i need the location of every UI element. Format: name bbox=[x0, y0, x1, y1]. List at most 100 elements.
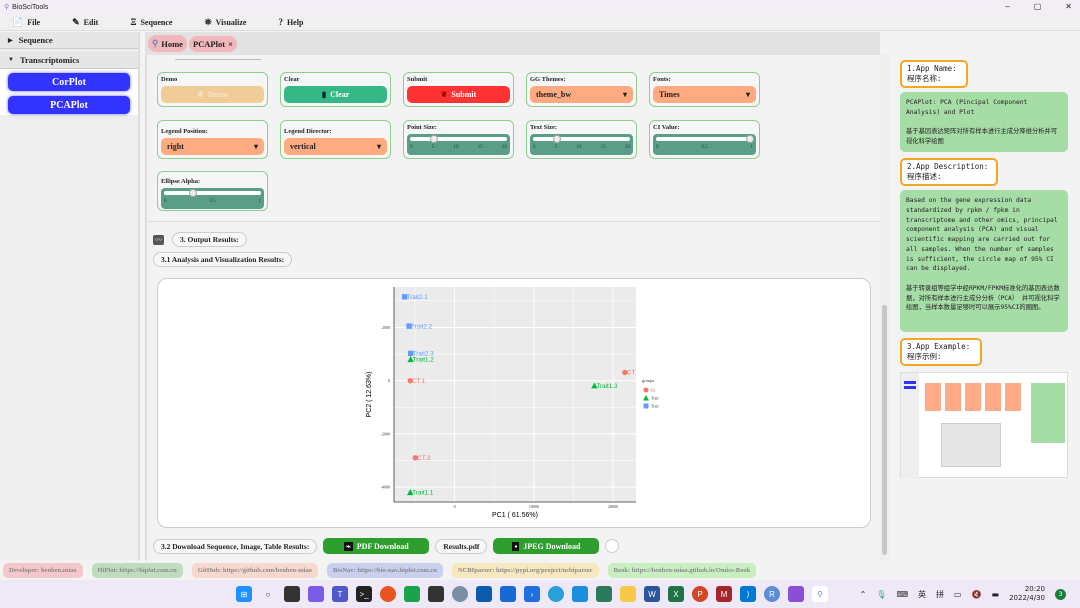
microphone-icon[interactable]: 🎙 bbox=[876, 589, 887, 599]
sidebar-section-transcriptomics[interactable]: ▼ Transcriptomics bbox=[0, 52, 138, 69]
clock[interactable]: 20:20 2022/4/30 bbox=[1009, 585, 1045, 603]
notification-badge[interactable]: 3 bbox=[1055, 588, 1066, 600]
menu-file[interactable]: 📄 File bbox=[12, 17, 40, 28]
slider-handle[interactable] bbox=[746, 135, 754, 143]
app-green-icon[interactable] bbox=[404, 586, 420, 602]
sidebar-item-corplot[interactable]: CorPlot bbox=[8, 73, 130, 91]
maximize-button[interactable]: ▢ bbox=[1033, 2, 1042, 11]
store-icon[interactable] bbox=[476, 586, 492, 602]
menu-help[interactable]: ? Help bbox=[278, 17, 303, 27]
footer-link-hiplot[interactable]: HiPlot: https://hiplot.com.cn bbox=[91, 563, 183, 578]
clear-button[interactable]: ▮ Clear bbox=[284, 86, 387, 103]
start-icon[interactable]: ⊞ bbox=[236, 586, 252, 602]
keyboard-icon[interactable]: ⌨ bbox=[896, 589, 908, 599]
footer-link-github[interactable]: GitHub: https://github.com/benben-miao bbox=[191, 563, 318, 578]
heading-en: 1.App Name: bbox=[907, 64, 957, 73]
gg-themes-select[interactable]: theme_bw ▾ bbox=[530, 86, 633, 103]
sidebar-item-pcaplot[interactable]: PCAPlot bbox=[8, 96, 130, 114]
file-explorer-icon[interactable] bbox=[620, 586, 636, 602]
clear-label: Clear bbox=[284, 76, 300, 83]
powerpoint-icon[interactable]: P bbox=[692, 586, 708, 602]
point-size-slider[interactable]: 0 5 10 15 20 bbox=[407, 134, 510, 155]
footer-link-developer[interactable]: Developer: benben.miao bbox=[3, 563, 83, 578]
slider-tick-label: 0 bbox=[656, 145, 659, 150]
teams-icon[interactable]: T bbox=[332, 586, 348, 602]
close-button[interactable]: ✕ bbox=[1065, 2, 1072, 11]
system-tray: ⌃ 🎙 ⌨ 英 拼 ▭ 🔇 ▬ 20:20 2022/4/30 3 bbox=[860, 580, 1066, 608]
excel-icon[interactable]: X bbox=[668, 586, 684, 602]
slider-handle[interactable] bbox=[553, 135, 562, 143]
x-tick-label: 10000 bbox=[529, 504, 539, 509]
bioscitools-icon[interactable]: ⚲ bbox=[812, 586, 828, 602]
time: 20:20 bbox=[1024, 584, 1045, 593]
settings-icon[interactable] bbox=[452, 586, 468, 602]
mendeley-icon[interactable]: M bbox=[716, 586, 732, 602]
menu-visualize[interactable]: ⛯ Visualize bbox=[204, 17, 246, 28]
slider-tick-label: 5 bbox=[554, 145, 558, 150]
pdf-filename: Results.pdf bbox=[435, 538, 488, 554]
y-tick-label: -2000 bbox=[381, 431, 390, 436]
mail-icon[interactable] bbox=[572, 586, 588, 602]
power-automate-icon[interactable]: › bbox=[524, 586, 540, 602]
legend-director-select[interactable]: vertical ▾ bbox=[284, 138, 387, 155]
tab-pcaplot[interactable]: PCAPlot × bbox=[188, 35, 237, 52]
dropdown-arrow-icon: ▾ bbox=[745, 90, 750, 99]
legend-position-select[interactable]: right ▾ bbox=[161, 138, 264, 155]
battery-icon[interactable]: ▬ bbox=[991, 589, 1000, 599]
jpeg-download-button[interactable]: ▪ JPEG Download bbox=[493, 538, 600, 554]
ubuntu-icon[interactable] bbox=[380, 586, 396, 602]
chevron-up-icon[interactable]: ⌃ bbox=[859, 589, 867, 599]
fonts-select[interactable]: Times ▾ bbox=[653, 86, 756, 103]
slider-handle[interactable] bbox=[430, 135, 439, 143]
demo-button[interactable]: ❦ Demo bbox=[161, 86, 264, 103]
whiteboard-icon[interactable] bbox=[500, 586, 516, 602]
submit-card: Submit ❦ Submit bbox=[403, 72, 514, 107]
button-label: Demo bbox=[207, 90, 228, 99]
slider-handle[interactable] bbox=[188, 189, 197, 197]
footer-link-book[interactable]: Book: https://benben-miao.github.io/Omic… bbox=[607, 563, 757, 578]
word-icon[interactable]: W bbox=[644, 586, 660, 602]
submit-label: Submit bbox=[407, 76, 428, 83]
pdf-download-button[interactable]: ⌁ PDF Download bbox=[323, 538, 430, 554]
legend-position-card: Legend Position: right ▾ bbox=[157, 120, 268, 159]
sidebar-section-sequence[interactable]: ▶ Sequence bbox=[0, 32, 138, 49]
menu-edit[interactable]: ✎ Edit bbox=[72, 17, 98, 28]
chat-icon[interactable] bbox=[308, 586, 324, 602]
data-point bbox=[622, 369, 628, 376]
text-size-label: Text Size: bbox=[530, 124, 558, 131]
button-label: Submit bbox=[451, 90, 477, 99]
edge-icon[interactable] bbox=[548, 586, 564, 602]
footer-link-ncbiparser[interactable]: NCBIparser: https://pypi.org/project/ncb… bbox=[451, 563, 599, 578]
heading-cn: 程序描述: bbox=[907, 171, 942, 181]
notes-icon[interactable] bbox=[428, 586, 444, 602]
ci-value-slider[interactable]: 0 0.5 1 bbox=[653, 134, 756, 155]
search-icon[interactable]: ○ bbox=[265, 589, 271, 599]
volume-muted-icon[interactable]: 🔇 bbox=[971, 589, 982, 599]
visual-studio-icon[interactable] bbox=[788, 586, 804, 602]
analysis-results-title: 3.1 Analysis and Visualization Results: bbox=[153, 252, 293, 267]
ellipse-alpha-slider[interactable]: 0 0.5 1 bbox=[161, 188, 264, 209]
display-icon[interactable]: ▭ bbox=[954, 589, 962, 599]
r-icon[interactable]: R bbox=[764, 586, 780, 602]
tab-close-icon[interactable]: × bbox=[228, 38, 233, 49]
task-view-icon[interactable] bbox=[284, 586, 300, 602]
submit-button[interactable]: ❦ Submit bbox=[407, 86, 510, 103]
tab-home[interactable]: ⚲ Home bbox=[148, 35, 187, 52]
app-teal-icon[interactable] bbox=[596, 586, 612, 602]
terminal-icon[interactable]: >_ bbox=[356, 586, 372, 602]
data-label: Trait1.3 bbox=[596, 383, 618, 390]
slider-tick-label: 15 bbox=[477, 145, 483, 150]
main-scrollbar[interactable] bbox=[880, 55, 890, 560]
scrollbar-thumb[interactable] bbox=[882, 305, 887, 555]
ime-mode[interactable]: 拼 bbox=[936, 589, 944, 599]
legend-position-label: Legend Position: bbox=[161, 128, 208, 135]
ime-language[interactable]: 英 bbox=[918, 589, 926, 599]
taskbar: ⊞ ○ T >_ › W X P M ⟩ R ⚲ ⌃ 🎙 ⌨ 英 拼 ▭ 🔇 ▬… bbox=[0, 580, 1080, 608]
text-size-slider[interactable]: 0 5 10 15 20 bbox=[530, 134, 633, 155]
menu-sequence[interactable]: Ξ Sequence bbox=[130, 17, 172, 27]
vscode-icon[interactable]: ⟩ bbox=[740, 586, 756, 602]
ci-value-label: CI Value: bbox=[653, 124, 680, 131]
footer-link-bionav[interactable]: BioNav: https://bio-nav.hiplot.com.cn bbox=[326, 563, 443, 578]
slider-tick-label: 5 bbox=[431, 145, 435, 150]
minimize-button[interactable]: – bbox=[1005, 2, 1010, 11]
